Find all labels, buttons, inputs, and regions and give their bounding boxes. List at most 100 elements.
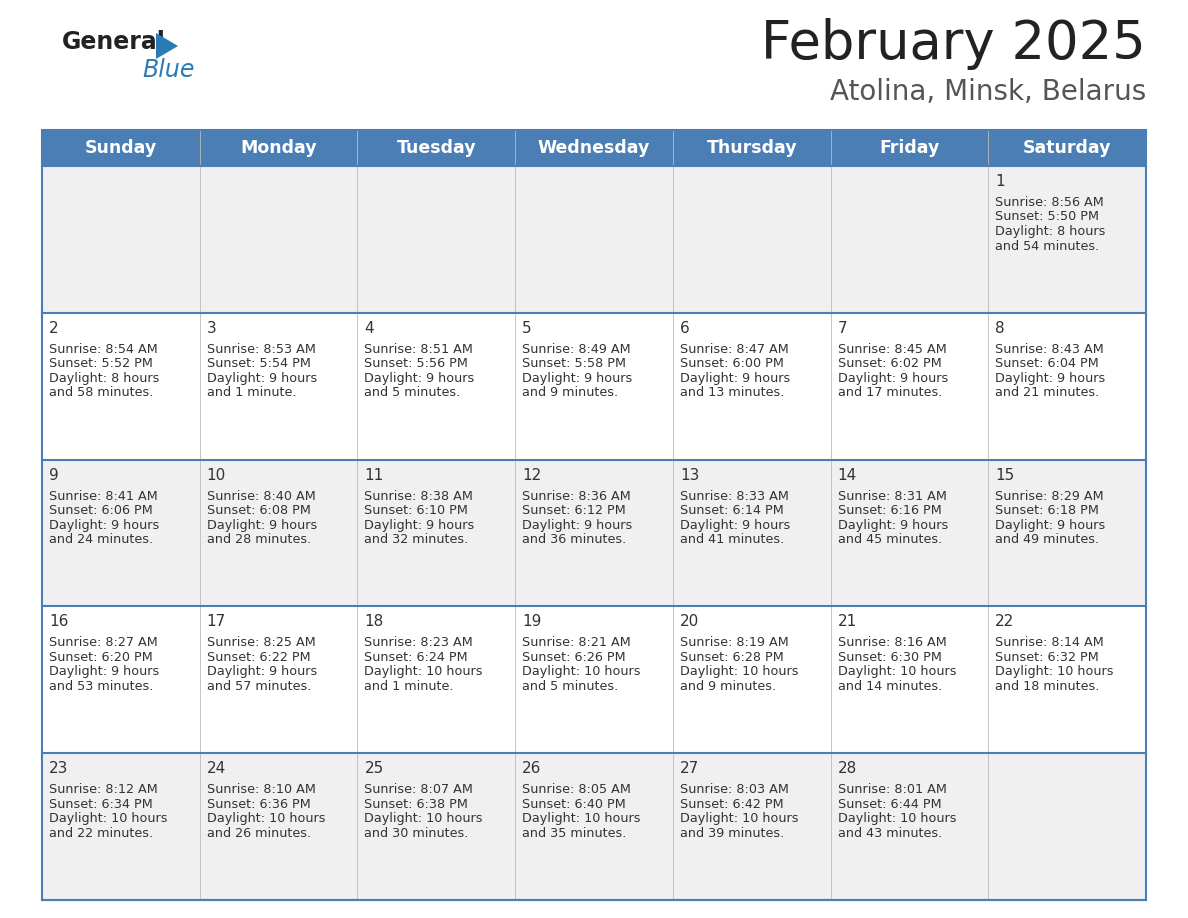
- Text: Daylight: 8 hours: Daylight: 8 hours: [49, 372, 159, 385]
- Text: and 21 minutes.: and 21 minutes.: [996, 386, 1100, 399]
- Text: Sunset: 6:24 PM: Sunset: 6:24 PM: [365, 651, 468, 664]
- Text: 10: 10: [207, 467, 226, 483]
- Text: Sunset: 6:38 PM: Sunset: 6:38 PM: [365, 798, 468, 811]
- Text: General: General: [62, 30, 166, 54]
- Text: 22: 22: [996, 614, 1015, 630]
- Bar: [42, 166, 1146, 313]
- Text: and 36 minutes.: and 36 minutes.: [523, 533, 626, 546]
- Text: Sunrise: 8:51 AM: Sunrise: 8:51 AM: [365, 342, 473, 356]
- Text: 25: 25: [365, 761, 384, 777]
- Text: Sunset: 6:00 PM: Sunset: 6:00 PM: [680, 357, 784, 370]
- Text: 24: 24: [207, 761, 226, 777]
- Text: Daylight: 9 hours: Daylight: 9 hours: [365, 372, 475, 385]
- Text: Sunrise: 8:45 AM: Sunrise: 8:45 AM: [838, 342, 947, 356]
- Text: Sunrise: 8:41 AM: Sunrise: 8:41 AM: [49, 489, 158, 502]
- Text: Sunset: 6:20 PM: Sunset: 6:20 PM: [49, 651, 153, 664]
- Text: 9: 9: [49, 467, 58, 483]
- Text: Sunset: 5:52 PM: Sunset: 5:52 PM: [49, 357, 153, 370]
- Text: Sunrise: 8:07 AM: Sunrise: 8:07 AM: [365, 783, 473, 796]
- Text: Daylight: 9 hours: Daylight: 9 hours: [838, 372, 948, 385]
- Text: Sunset: 6:18 PM: Sunset: 6:18 PM: [996, 504, 1099, 517]
- Text: Daylight: 9 hours: Daylight: 9 hours: [996, 372, 1106, 385]
- Text: Sunrise: 8:05 AM: Sunrise: 8:05 AM: [523, 783, 631, 796]
- Text: Tuesday: Tuesday: [397, 139, 476, 157]
- Text: 20: 20: [680, 614, 699, 630]
- Text: Sunrise: 8:14 AM: Sunrise: 8:14 AM: [996, 636, 1104, 649]
- Text: and 45 minutes.: and 45 minutes.: [838, 533, 942, 546]
- Text: 23: 23: [49, 761, 69, 777]
- Text: and 5 minutes.: and 5 minutes.: [523, 680, 619, 693]
- Text: 4: 4: [365, 320, 374, 336]
- Text: Sunday: Sunday: [84, 139, 157, 157]
- Text: Daylight: 9 hours: Daylight: 9 hours: [365, 519, 475, 532]
- Text: Sunset: 6:34 PM: Sunset: 6:34 PM: [49, 798, 153, 811]
- Text: 8: 8: [996, 320, 1005, 336]
- Text: Daylight: 10 hours: Daylight: 10 hours: [838, 666, 956, 678]
- Text: Friday: Friday: [879, 139, 940, 157]
- Text: Daylight: 9 hours: Daylight: 9 hours: [838, 519, 948, 532]
- Text: Sunset: 6:26 PM: Sunset: 6:26 PM: [523, 651, 626, 664]
- Text: and 43 minutes.: and 43 minutes.: [838, 827, 942, 840]
- Text: and 49 minutes.: and 49 minutes.: [996, 533, 1099, 546]
- Bar: [42, 130, 1146, 900]
- Text: Blue: Blue: [143, 58, 195, 82]
- Text: and 28 minutes.: and 28 minutes.: [207, 533, 311, 546]
- Text: and 57 minutes.: and 57 minutes.: [207, 680, 311, 693]
- Text: Sunrise: 8:23 AM: Sunrise: 8:23 AM: [365, 636, 473, 649]
- Text: Daylight: 10 hours: Daylight: 10 hours: [523, 666, 640, 678]
- Text: Sunset: 6:16 PM: Sunset: 6:16 PM: [838, 504, 941, 517]
- Text: Sunrise: 8:53 AM: Sunrise: 8:53 AM: [207, 342, 316, 356]
- Text: and 53 minutes.: and 53 minutes.: [49, 680, 153, 693]
- Text: Monday: Monday: [240, 139, 317, 157]
- Text: and 9 minutes.: and 9 minutes.: [680, 680, 776, 693]
- Text: Sunrise: 8:03 AM: Sunrise: 8:03 AM: [680, 783, 789, 796]
- Text: 14: 14: [838, 467, 857, 483]
- Text: Sunset: 5:54 PM: Sunset: 5:54 PM: [207, 357, 310, 370]
- Text: and 9 minutes.: and 9 minutes.: [523, 386, 618, 399]
- Text: Wednesday: Wednesday: [538, 139, 650, 157]
- Text: Daylight: 10 hours: Daylight: 10 hours: [49, 812, 168, 825]
- Text: Daylight: 9 hours: Daylight: 9 hours: [49, 519, 159, 532]
- Text: 13: 13: [680, 467, 700, 483]
- Bar: [42, 607, 1146, 753]
- Text: and 54 minutes.: and 54 minutes.: [996, 240, 1100, 252]
- Text: 19: 19: [523, 614, 542, 630]
- Text: Daylight: 9 hours: Daylight: 9 hours: [680, 519, 790, 532]
- Text: Sunset: 6:22 PM: Sunset: 6:22 PM: [207, 651, 310, 664]
- Text: Sunrise: 8:40 AM: Sunrise: 8:40 AM: [207, 489, 316, 502]
- Text: Daylight: 10 hours: Daylight: 10 hours: [207, 812, 326, 825]
- Text: Daylight: 10 hours: Daylight: 10 hours: [996, 666, 1114, 678]
- Text: Thursday: Thursday: [707, 139, 797, 157]
- Text: 26: 26: [523, 761, 542, 777]
- Text: Daylight: 9 hours: Daylight: 9 hours: [207, 372, 317, 385]
- Text: 3: 3: [207, 320, 216, 336]
- Text: Sunset: 6:36 PM: Sunset: 6:36 PM: [207, 798, 310, 811]
- Text: 16: 16: [49, 614, 69, 630]
- Text: Sunrise: 8:33 AM: Sunrise: 8:33 AM: [680, 489, 789, 502]
- Text: and 22 minutes.: and 22 minutes.: [49, 827, 153, 840]
- Text: 2: 2: [49, 320, 58, 336]
- Text: Sunset: 6:12 PM: Sunset: 6:12 PM: [523, 504, 626, 517]
- Bar: [42, 753, 1146, 900]
- Text: Sunrise: 8:16 AM: Sunrise: 8:16 AM: [838, 636, 947, 649]
- Text: 21: 21: [838, 614, 857, 630]
- Text: Daylight: 9 hours: Daylight: 9 hours: [207, 519, 317, 532]
- Text: Sunset: 6:14 PM: Sunset: 6:14 PM: [680, 504, 784, 517]
- Text: and 14 minutes.: and 14 minutes.: [838, 680, 942, 693]
- Text: Sunrise: 8:54 AM: Sunrise: 8:54 AM: [49, 342, 158, 356]
- Text: 12: 12: [523, 467, 542, 483]
- Text: Daylight: 9 hours: Daylight: 9 hours: [523, 372, 632, 385]
- Bar: [42, 130, 1146, 166]
- Text: Daylight: 10 hours: Daylight: 10 hours: [680, 812, 798, 825]
- Text: Sunset: 6:30 PM: Sunset: 6:30 PM: [838, 651, 941, 664]
- Text: Sunset: 6:28 PM: Sunset: 6:28 PM: [680, 651, 784, 664]
- Text: Daylight: 10 hours: Daylight: 10 hours: [523, 812, 640, 825]
- Text: Sunset: 6:02 PM: Sunset: 6:02 PM: [838, 357, 941, 370]
- Text: and 24 minutes.: and 24 minutes.: [49, 533, 153, 546]
- Text: Sunrise: 8:21 AM: Sunrise: 8:21 AM: [523, 636, 631, 649]
- Text: 7: 7: [838, 320, 847, 336]
- Text: 6: 6: [680, 320, 689, 336]
- Text: Sunrise: 8:27 AM: Sunrise: 8:27 AM: [49, 636, 158, 649]
- Text: 18: 18: [365, 614, 384, 630]
- Text: Sunrise: 8:47 AM: Sunrise: 8:47 AM: [680, 342, 789, 356]
